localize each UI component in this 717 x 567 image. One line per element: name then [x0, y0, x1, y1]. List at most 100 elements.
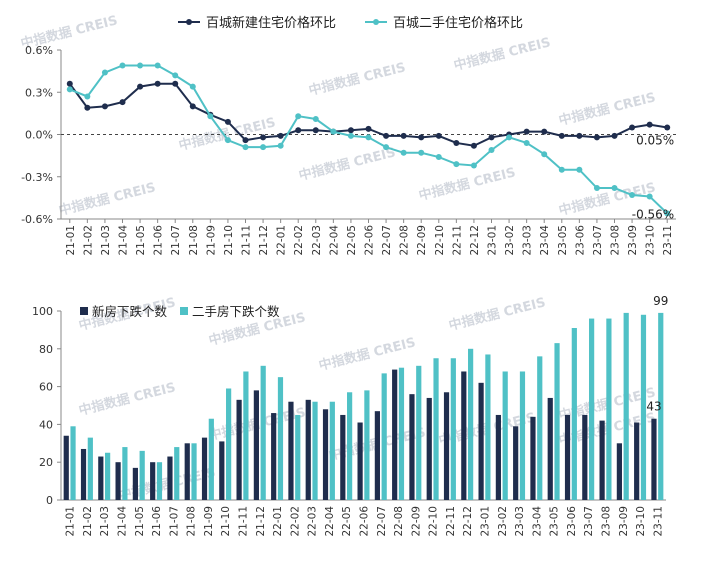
data-label-annotation: 99	[653, 294, 668, 308]
data-point-new-home	[383, 132, 390, 139]
x-tick-label: 23-07	[583, 506, 595, 537]
bar-resale-home	[156, 462, 163, 500]
data-point-new-home	[101, 103, 108, 110]
data-point-resale-home	[330, 128, 337, 135]
x-tick-label: 23-11	[652, 506, 664, 537]
bar-new-home	[80, 448, 87, 500]
x-tick-label: 21-05	[134, 506, 146, 537]
x-tick-label: 22-08	[399, 225, 411, 256]
bar-resale-home	[606, 318, 612, 500]
x-tick-label: 21-08	[186, 506, 198, 537]
bar-resale-home	[226, 388, 232, 500]
data-point-new-home	[277, 132, 284, 139]
x-tick-label: 22-10	[434, 225, 446, 256]
x-tick-label: 22-01	[276, 225, 288, 256]
bar-new-home	[184, 443, 190, 500]
bar-resale-home	[347, 392, 353, 500]
bar-resale-home	[243, 371, 249, 500]
x-tick-label: 22-01	[272, 506, 284, 537]
bar-resale-home	[485, 354, 491, 500]
x-tick-label: 23-08	[601, 506, 613, 537]
data-point-new-home	[347, 127, 354, 134]
bar-resale-home	[537, 356, 543, 500]
bar-new-home	[478, 382, 484, 500]
bar-new-home	[374, 411, 380, 500]
bar-new-home	[461, 371, 467, 500]
x-tick-label: 21-10	[223, 225, 235, 256]
y-tick-label: 0.3%	[25, 86, 53, 99]
x-tick-label: 22-08	[393, 506, 405, 537]
bar-new-home	[236, 399, 242, 500]
watermark-text: 中指数据 CREIS	[307, 59, 407, 99]
bar-resale-home	[416, 365, 422, 500]
x-tick-label: 21-09	[203, 506, 215, 537]
x-tick-label: 21-12	[255, 506, 267, 537]
x-tick-label: 22-07	[381, 225, 393, 256]
data-point-new-home	[611, 132, 618, 139]
data-point-resale-home	[593, 185, 600, 192]
bar-new-home	[599, 420, 605, 500]
bar-resale-home	[554, 343, 560, 500]
data-point-resale-home	[576, 166, 583, 173]
x-tick-label: 23-04	[531, 506, 543, 537]
bar-resale-home	[571, 328, 577, 500]
x-tick-label: 23-05	[557, 225, 569, 256]
bar-resale-home	[87, 437, 93, 500]
data-point-new-home	[558, 132, 565, 139]
data-point-resale-home	[312, 116, 319, 123]
watermark-text: 中指数据 CREIS	[77, 379, 177, 419]
data-point-new-home	[664, 124, 671, 131]
legend-swatch	[80, 307, 88, 315]
data-point-new-home	[312, 127, 319, 134]
x-tick-label: 21-02	[82, 225, 94, 256]
bar-new-home	[115, 462, 121, 500]
data-point-resale-home	[189, 83, 196, 90]
data-point-new-home	[260, 134, 267, 141]
bar-resale-home	[398, 367, 405, 500]
bar-new-home	[582, 414, 588, 500]
x-tick-label: 21-06	[153, 225, 165, 256]
x-tick-label: 22-03	[307, 506, 319, 537]
bar-new-home	[340, 414, 346, 500]
bar-new-home	[219, 441, 225, 500]
x-tick-label: 23-09	[627, 225, 639, 256]
data-point-new-home	[523, 128, 530, 135]
bar-new-home	[651, 418, 657, 500]
data-point-resale-home	[224, 137, 231, 144]
data-point-new-home	[242, 137, 249, 144]
x-tick-label: 21-01	[65, 225, 77, 256]
watermark-text: 中指数据 CREIS	[447, 294, 547, 334]
bar-new-home	[167, 456, 173, 500]
x-tick-label: 23-06	[566, 506, 578, 537]
x-tick-label: 23-11	[662, 225, 674, 256]
bar-new-home	[150, 462, 156, 500]
bar-new-home	[634, 422, 640, 500]
data-point-resale-home	[418, 149, 425, 156]
data-label-annotation: 0.05%	[636, 133, 674, 147]
x-tick-label: 23-05	[549, 506, 561, 537]
bar-new-home	[305, 399, 311, 500]
data-point-resale-home	[295, 113, 302, 120]
bar-resale-home	[623, 312, 629, 500]
bar-new-home	[132, 467, 138, 500]
x-tick-label: 21-07	[170, 225, 182, 256]
bar-new-home	[392, 369, 398, 500]
x-tick-label: 23-03	[522, 225, 534, 256]
bar-resale-home	[312, 401, 318, 500]
x-tick-label: 22-04	[324, 506, 336, 537]
x-tick-label: 23-03	[514, 506, 526, 537]
x-tick-label: 22-09	[410, 506, 422, 537]
bar-new-home	[426, 397, 432, 500]
data-point-new-home	[189, 103, 196, 110]
line-chart-price-mom: 0.6% 0.3% 0.0% -0.3% -0.6% 21-01 21-02 21-03 21-…	[21, 15, 676, 256]
data-point-resale-home	[101, 69, 108, 76]
x-tick-label: 21-08	[188, 225, 200, 256]
x-tick-label: 23-01	[487, 225, 499, 256]
data-point-resale-home	[242, 144, 249, 151]
bar-resale-home	[174, 447, 180, 500]
bar-new-home	[495, 414, 501, 500]
data-point-new-home	[224, 118, 231, 125]
data-point-resale-home	[347, 132, 354, 139]
bar-new-home	[530, 416, 536, 500]
